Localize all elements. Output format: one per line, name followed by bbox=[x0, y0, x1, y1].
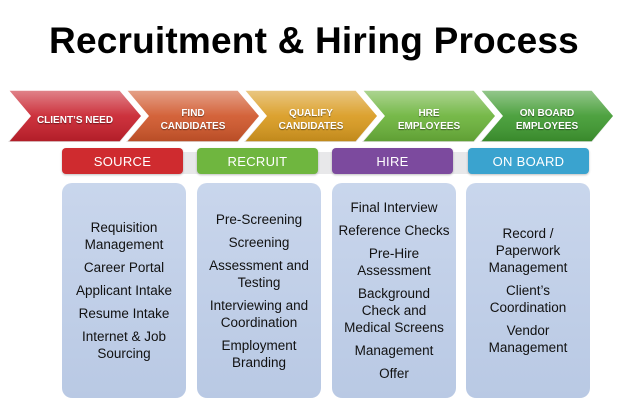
panel-item: Vendor Management bbox=[488, 323, 568, 355]
panel-item: Applicant Intake bbox=[75, 283, 173, 298]
stage-chevron-gloss bbox=[244, 90, 378, 142]
panel-hire: Final Interview Reference Checks Pre-Hire … bbox=[332, 183, 456, 398]
panel-item: Employment Branding bbox=[221, 337, 297, 370]
panel-item: Pre-Hire Assessment bbox=[357, 246, 431, 278]
panel-item: Record / Paperwork Management bbox=[488, 226, 568, 275]
phase-source: SOURCE bbox=[62, 148, 183, 174]
page-title: Recruitment & Hiring Process bbox=[49, 20, 579, 61]
panel-recruit: Pre-Screening Screening Assessment and Tes… bbox=[197, 183, 321, 398]
stage-chevron-gloss bbox=[362, 90, 496, 142]
stage-chevron-gloss bbox=[480, 90, 614, 142]
panel-source: Requisition Management Career Portal Appli… bbox=[62, 183, 186, 398]
panel-item: Reference Checks bbox=[338, 223, 450, 238]
stage-label: HRE EMPLOYEES bbox=[397, 108, 461, 132]
stage-label: CLIENT’S NEED bbox=[36, 114, 114, 126]
panel-item: Career Portal bbox=[83, 260, 165, 275]
panel-item: Final Interview bbox=[350, 200, 438, 215]
panel-item: Background Check and Medical Screens bbox=[344, 286, 444, 335]
panel-item: Requisition Management bbox=[84, 220, 164, 252]
panel-item: Client’s Coordination bbox=[489, 283, 567, 315]
panel-item: Pre-Screening bbox=[215, 211, 303, 227]
panel-item: Interviewing and Coordination bbox=[209, 297, 309, 330]
panel-item: Internet & Job Sourcing bbox=[81, 329, 167, 361]
panel-item: Resume Intake bbox=[78, 306, 170, 321]
process-chevrons bbox=[6, 89, 615, 143]
phase-recruit: RECRUIT bbox=[197, 148, 318, 174]
panel-item: Screening bbox=[228, 234, 290, 250]
stage-label: ON BOARD EMPLOYEES bbox=[515, 108, 579, 132]
panel-item: Assessment and Testing bbox=[209, 257, 309, 290]
phase-hire: HIRE bbox=[332, 148, 453, 174]
stage-chevron-gloss bbox=[126, 90, 260, 142]
panel-item: Management bbox=[354, 343, 434, 358]
panel-on-board: Record / Paperwork Management Client’s Co… bbox=[466, 183, 590, 398]
stage-label: QUALIFY CANDIDATES bbox=[278, 108, 344, 132]
stage-chevron-gloss bbox=[8, 90, 142, 142]
stage-label: FIND CANDIDATES bbox=[160, 108, 226, 132]
panel-item: Offer bbox=[379, 366, 409, 381]
phase-on-board: ON BOARD bbox=[468, 148, 589, 174]
